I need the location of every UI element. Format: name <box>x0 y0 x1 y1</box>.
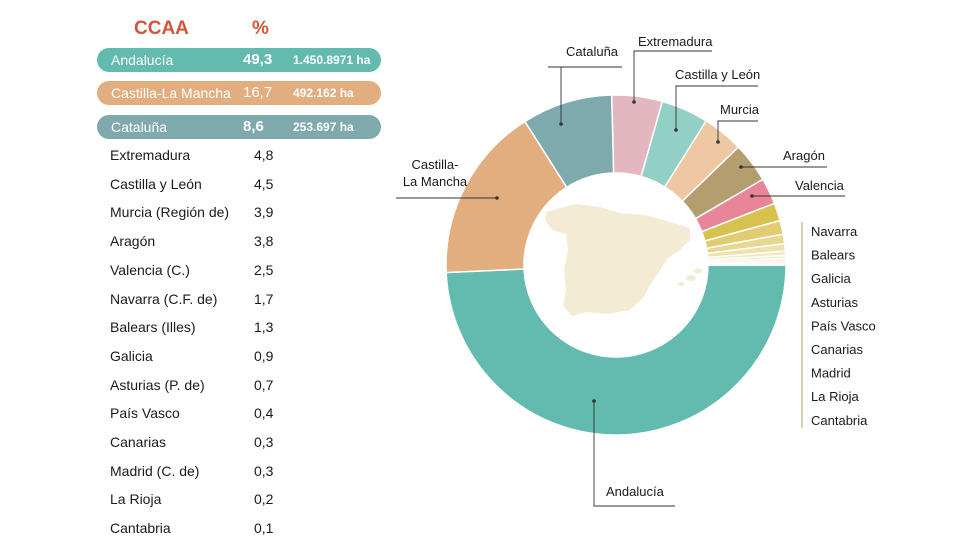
legend-item-canarias: Canarias <box>811 342 864 357</box>
row-name: Murcia (Región de) <box>110 204 230 221</box>
leader-dot-murcia <box>716 140 720 144</box>
label-castilla-y-leon: Castilla y León <box>675 67 760 82</box>
row-name: Balears (Illes) <box>110 319 196 336</box>
legend-item-asturias: Asturias <box>811 295 858 310</box>
label-andalucia: Andalucía <box>606 484 665 499</box>
row-percent: 3,9 <box>254 204 274 221</box>
row-percent: 1,3 <box>254 319 274 336</box>
row-name: Castilla y León <box>110 175 202 192</box>
highlight-row-andalucia: Andalucía 49,3 1.450.8971 ha <box>97 48 381 72</box>
legend-item-cantabria: Cantabria <box>811 413 868 428</box>
island-shape <box>678 282 684 286</box>
row-percent: 0,1 <box>254 520 274 537</box>
highlight-name: Andalucía <box>111 52 174 68</box>
slice-labels: Cataluña Extremadura Castilla y León Murcia… <box>403 34 845 499</box>
leader-dot-castilla-y-leon <box>674 128 678 132</box>
row-name: Navarra (C.F. de) <box>110 290 218 307</box>
mainland-shape <box>545 204 690 316</box>
legend-item-pais-vasco: País Vasco <box>811 318 876 333</box>
legend-item-navarra: Navarra <box>811 224 858 239</box>
row-percent: 0,7 <box>254 376 274 393</box>
highlight-name: Castilla-La Mancha <box>111 85 231 101</box>
leader-dot-andalucia <box>592 399 596 403</box>
legend-item-la-rioja: La Rioja <box>811 389 859 404</box>
header-ccaa: CCAA <box>134 18 189 39</box>
label-cataluna: Cataluña <box>566 44 619 59</box>
island-shape <box>694 268 702 274</box>
island-shape <box>686 275 696 281</box>
highlight-ha: 1.450.8971 ha <box>293 53 371 67</box>
row-percent: 4,8 <box>254 147 274 163</box>
row-name: Cantabria <box>110 520 171 537</box>
row-percent: 0,4 <box>254 405 274 422</box>
row-name: País Vasco <box>110 405 180 422</box>
row-percent: 2,5 <box>254 261 274 278</box>
row-name: Extremadura <box>110 147 191 163</box>
row-name: Asturias (P. de) <box>110 376 205 393</box>
leader-extremadura <box>633 50 712 102</box>
highlight-ha: 492.162 ha <box>293 86 354 100</box>
row-percent: 4,5 <box>254 175 274 192</box>
label-murcia: Murcia <box>720 102 760 117</box>
label-valencia: Valencia <box>795 178 845 193</box>
highlight-ha: 253.697 ha <box>293 120 354 134</box>
row-percent: 0,3 <box>254 462 274 479</box>
row-name: Valencia (C.) <box>110 261 190 278</box>
row-percent: 0,3 <box>254 434 274 450</box>
row-name: Madrid (C. de) <box>110 462 200 479</box>
row-percent: 1,7 <box>254 290 274 307</box>
label-extremadura: Extremadura <box>638 34 713 49</box>
leader-dot-aragon <box>739 165 743 169</box>
highlight-row-castilla-la-mancha: Castilla-La Mancha 16,7 492.162 ha <box>97 81 381 105</box>
leader-cataluna <box>548 66 622 124</box>
highlight-pct: 16,7 <box>243 84 273 101</box>
leader-dot-valencia <box>750 194 754 198</box>
small-regions-legend: Navarra Balears Galicia Asturias País Vasco C… <box>801 222 876 428</box>
row-percent: 3,8 <box>254 233 274 250</box>
leader-dot-castilla-la-mancha <box>495 196 499 200</box>
row-name: Canarias <box>110 434 167 450</box>
legend-item-balears: Balears <box>811 248 856 263</box>
slice-cantabria <box>707 263 787 266</box>
highlight-pct: 49,3 <box>243 51 273 68</box>
row-name: La Rioja <box>110 491 162 508</box>
row-name: Aragón <box>110 233 156 250</box>
leader-andalucia <box>593 401 675 507</box>
leader-castilla-y-leon <box>675 85 758 130</box>
leader-murcia <box>717 120 758 142</box>
legend-item-madrid: Madrid <box>811 366 851 381</box>
row-percent: 0,2 <box>254 491 274 508</box>
legend-item-galicia: Galicia <box>811 271 852 286</box>
row-name: Galicia <box>110 347 153 364</box>
label-castilla-la-mancha: Castilla-La Mancha <box>403 157 468 189</box>
leader-dot-cataluna <box>559 122 563 126</box>
highlight-name: Cataluña <box>111 119 168 135</box>
highlight-pct: 8,6 <box>243 118 264 135</box>
donut-slices <box>445 94 787 436</box>
header-percent: % <box>252 18 269 39</box>
slice-andalucia <box>445 264 787 436</box>
leader-dot-extremadura <box>632 100 636 104</box>
spain-map <box>545 204 702 316</box>
label-leaders <box>396 50 845 507</box>
label-aragon: Aragón <box>783 148 825 163</box>
row-percent: 0,9 <box>254 347 274 364</box>
highlight-row-cataluna: Cataluña 8,6 253.697 ha <box>97 115 381 139</box>
